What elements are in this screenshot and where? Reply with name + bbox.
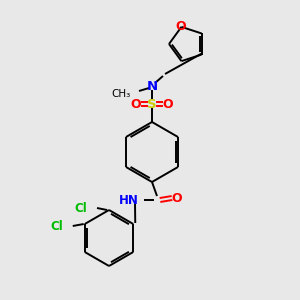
Text: Cl: Cl xyxy=(50,220,63,232)
Text: HN: HN xyxy=(119,194,139,206)
Text: Cl: Cl xyxy=(74,202,87,214)
Text: CH₃: CH₃ xyxy=(112,89,131,99)
Text: O: O xyxy=(172,191,182,205)
Text: N: N xyxy=(146,80,158,92)
Text: O: O xyxy=(163,98,173,110)
Text: O: O xyxy=(175,20,186,33)
Text: O: O xyxy=(131,98,141,110)
Text: S: S xyxy=(147,98,157,110)
